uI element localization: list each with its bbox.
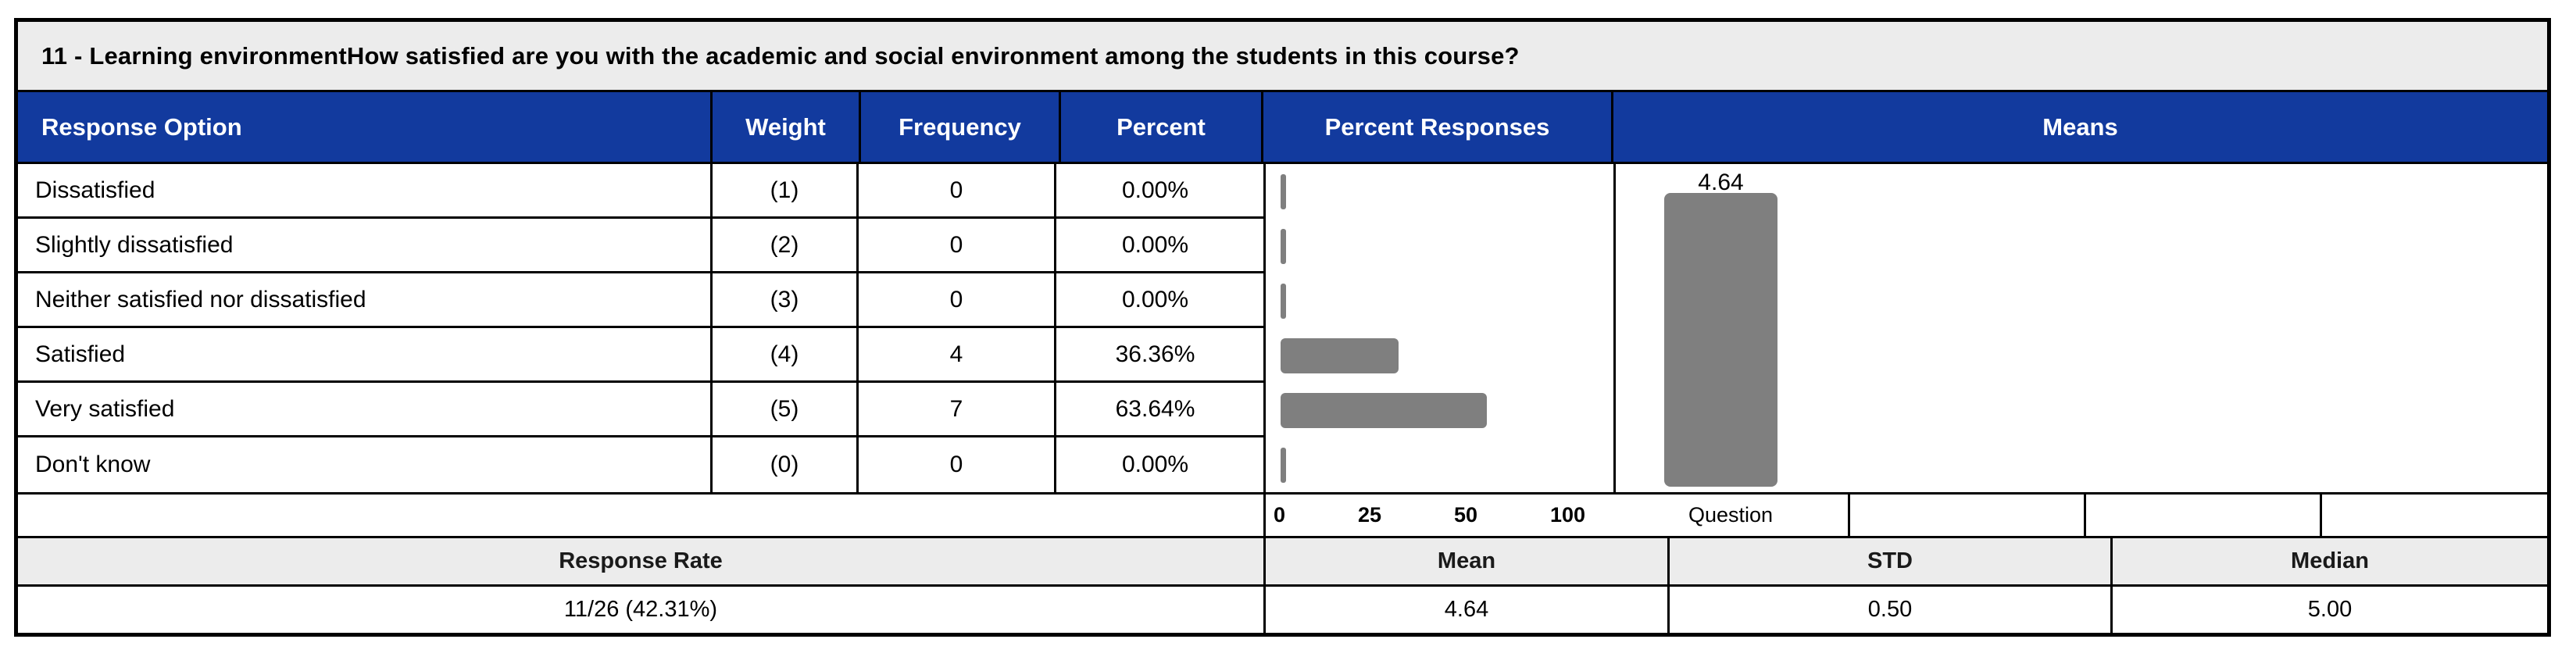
table-header-row: Response Option Weight Frequency Percent… <box>18 92 2547 164</box>
axis-tick-0: 0 <box>1274 503 1286 527</box>
response-option-label: Dissatisfied <box>35 177 155 203</box>
column-header-means: Means <box>1611 92 2547 162</box>
percent-bar <box>1281 283 1286 319</box>
column-header-percent: Percent <box>1059 92 1261 162</box>
chart-row <box>1266 273 1613 328</box>
means-empty-cell <box>1848 495 2084 536</box>
mean-value: 4.64 <box>1263 587 1667 633</box>
weight-value: (4) <box>710 328 856 380</box>
table-row: Don't know (0) 0 0.00% <box>18 437 1263 492</box>
column-header-response-option: Response Option <box>41 112 242 141</box>
chart-row <box>1266 219 1613 273</box>
percent-value: 0.00% <box>1054 273 1254 326</box>
chart-row <box>1266 437 1613 492</box>
percent-value: 0.00% <box>1054 164 1254 216</box>
response-option-label: Don't know <box>35 452 151 477</box>
percent-responses-chart <box>1263 164 1613 492</box>
weight-value: (3) <box>710 273 856 326</box>
frequency-value: 0 <box>856 273 1054 326</box>
summary-header-row: Response Rate Mean STD Median <box>18 536 2547 584</box>
axis-tick-50: 50 <box>1453 503 1477 527</box>
response-rate-value: 11/26 (42.31%) <box>563 597 718 622</box>
mean-bar-group: 4.64 <box>1664 170 1777 487</box>
survey-question-table: 11 - Learning environmentHow satisfied a… <box>14 18 2551 637</box>
response-rows-block: Dissatisfied (1) 0 0.00% Slightly dissat… <box>18 164 1263 492</box>
percent-value: 0.00% <box>1054 437 1254 492</box>
chart-row <box>1266 328 1613 383</box>
summary-header-std: STD <box>1667 538 2110 584</box>
frequency-value: 7 <box>856 383 1054 435</box>
means-category-label: Question <box>1688 503 1774 527</box>
percent-bar <box>1281 173 1286 209</box>
response-option-label: Neither satisfied nor dissatisfied <box>35 286 366 312</box>
std-value: 0.50 <box>1667 587 2110 633</box>
percent-value: 0.00% <box>1054 219 1254 271</box>
column-header-percent-responses: Percent Responses <box>1261 92 1611 162</box>
summary-header-mean: Mean <box>1263 538 1667 584</box>
percent-value: 36.36% <box>1054 328 1254 380</box>
summary-header-median: Median <box>2110 538 2547 584</box>
response-option-label: Slightly dissatisfied <box>35 231 234 258</box>
percent-bar <box>1281 228 1286 264</box>
percent-bar <box>1281 447 1286 483</box>
table-row: Neither satisfied nor dissatisfied (3) 0… <box>18 273 1263 328</box>
response-option-label: Very satisfied <box>35 395 175 422</box>
weight-value: (5) <box>710 383 856 435</box>
median-value: 5.00 <box>2110 587 2547 633</box>
column-header-frequency: Frequency <box>859 92 1059 162</box>
question-title: 11 - Learning environmentHow satisfied a… <box>41 41 1520 70</box>
weight-value: (1) <box>710 164 856 216</box>
summary-header-response-rate: Response Rate <box>559 548 723 573</box>
table-row: Very satisfied (5) 7 63.64% <box>18 383 1263 437</box>
table-row: Dissatisfied (1) 0 0.00% <box>18 164 1263 219</box>
mean-bar <box>1664 193 1777 487</box>
weight-value: (2) <box>710 219 856 271</box>
table-body: Dissatisfied (1) 0 0.00% Slightly dissat… <box>18 164 2547 492</box>
axis-row-spacer <box>18 495 1263 536</box>
question-title-bar: 11 - Learning environmentHow satisfied a… <box>18 22 2547 92</box>
means-chart: 4.64 <box>1613 164 2547 492</box>
means-category-cells: Question <box>1613 495 2547 536</box>
percent-bar <box>1281 337 1399 373</box>
column-header-weight: Weight <box>710 92 859 162</box>
weight-value: (0) <box>710 437 856 492</box>
frequency-value: 0 <box>856 219 1054 271</box>
table-row: Satisfied (4) 4 36.36% <box>18 328 1263 383</box>
means-empty-cell <box>2320 495 2547 536</box>
summary-value-row: 11/26 (42.31%) 4.64 0.50 5.00 <box>18 584 2547 633</box>
means-empty-cell <box>2084 495 2320 536</box>
axis-and-category-row: 0 25 50 100 Question <box>18 492 2547 536</box>
table-row: Slightly dissatisfied (2) 0 0.00% <box>18 219 1263 273</box>
mean-bar-value-label: 4.64 <box>1698 170 1744 195</box>
frequency-value: 4 <box>856 328 1054 380</box>
frequency-value: 0 <box>856 164 1054 216</box>
percent-bar <box>1281 392 1487 428</box>
chart-row <box>1266 383 1613 437</box>
response-option-label: Satisfied <box>35 341 126 367</box>
percent-value: 63.64% <box>1054 383 1254 435</box>
axis-tick-100: 100 <box>1549 503 1585 527</box>
percent-axis: 0 25 50 100 <box>1263 495 1613 536</box>
chart-row <box>1266 164 1613 219</box>
frequency-value: 0 <box>856 437 1054 492</box>
axis-tick-25: 25 <box>1357 503 1382 527</box>
